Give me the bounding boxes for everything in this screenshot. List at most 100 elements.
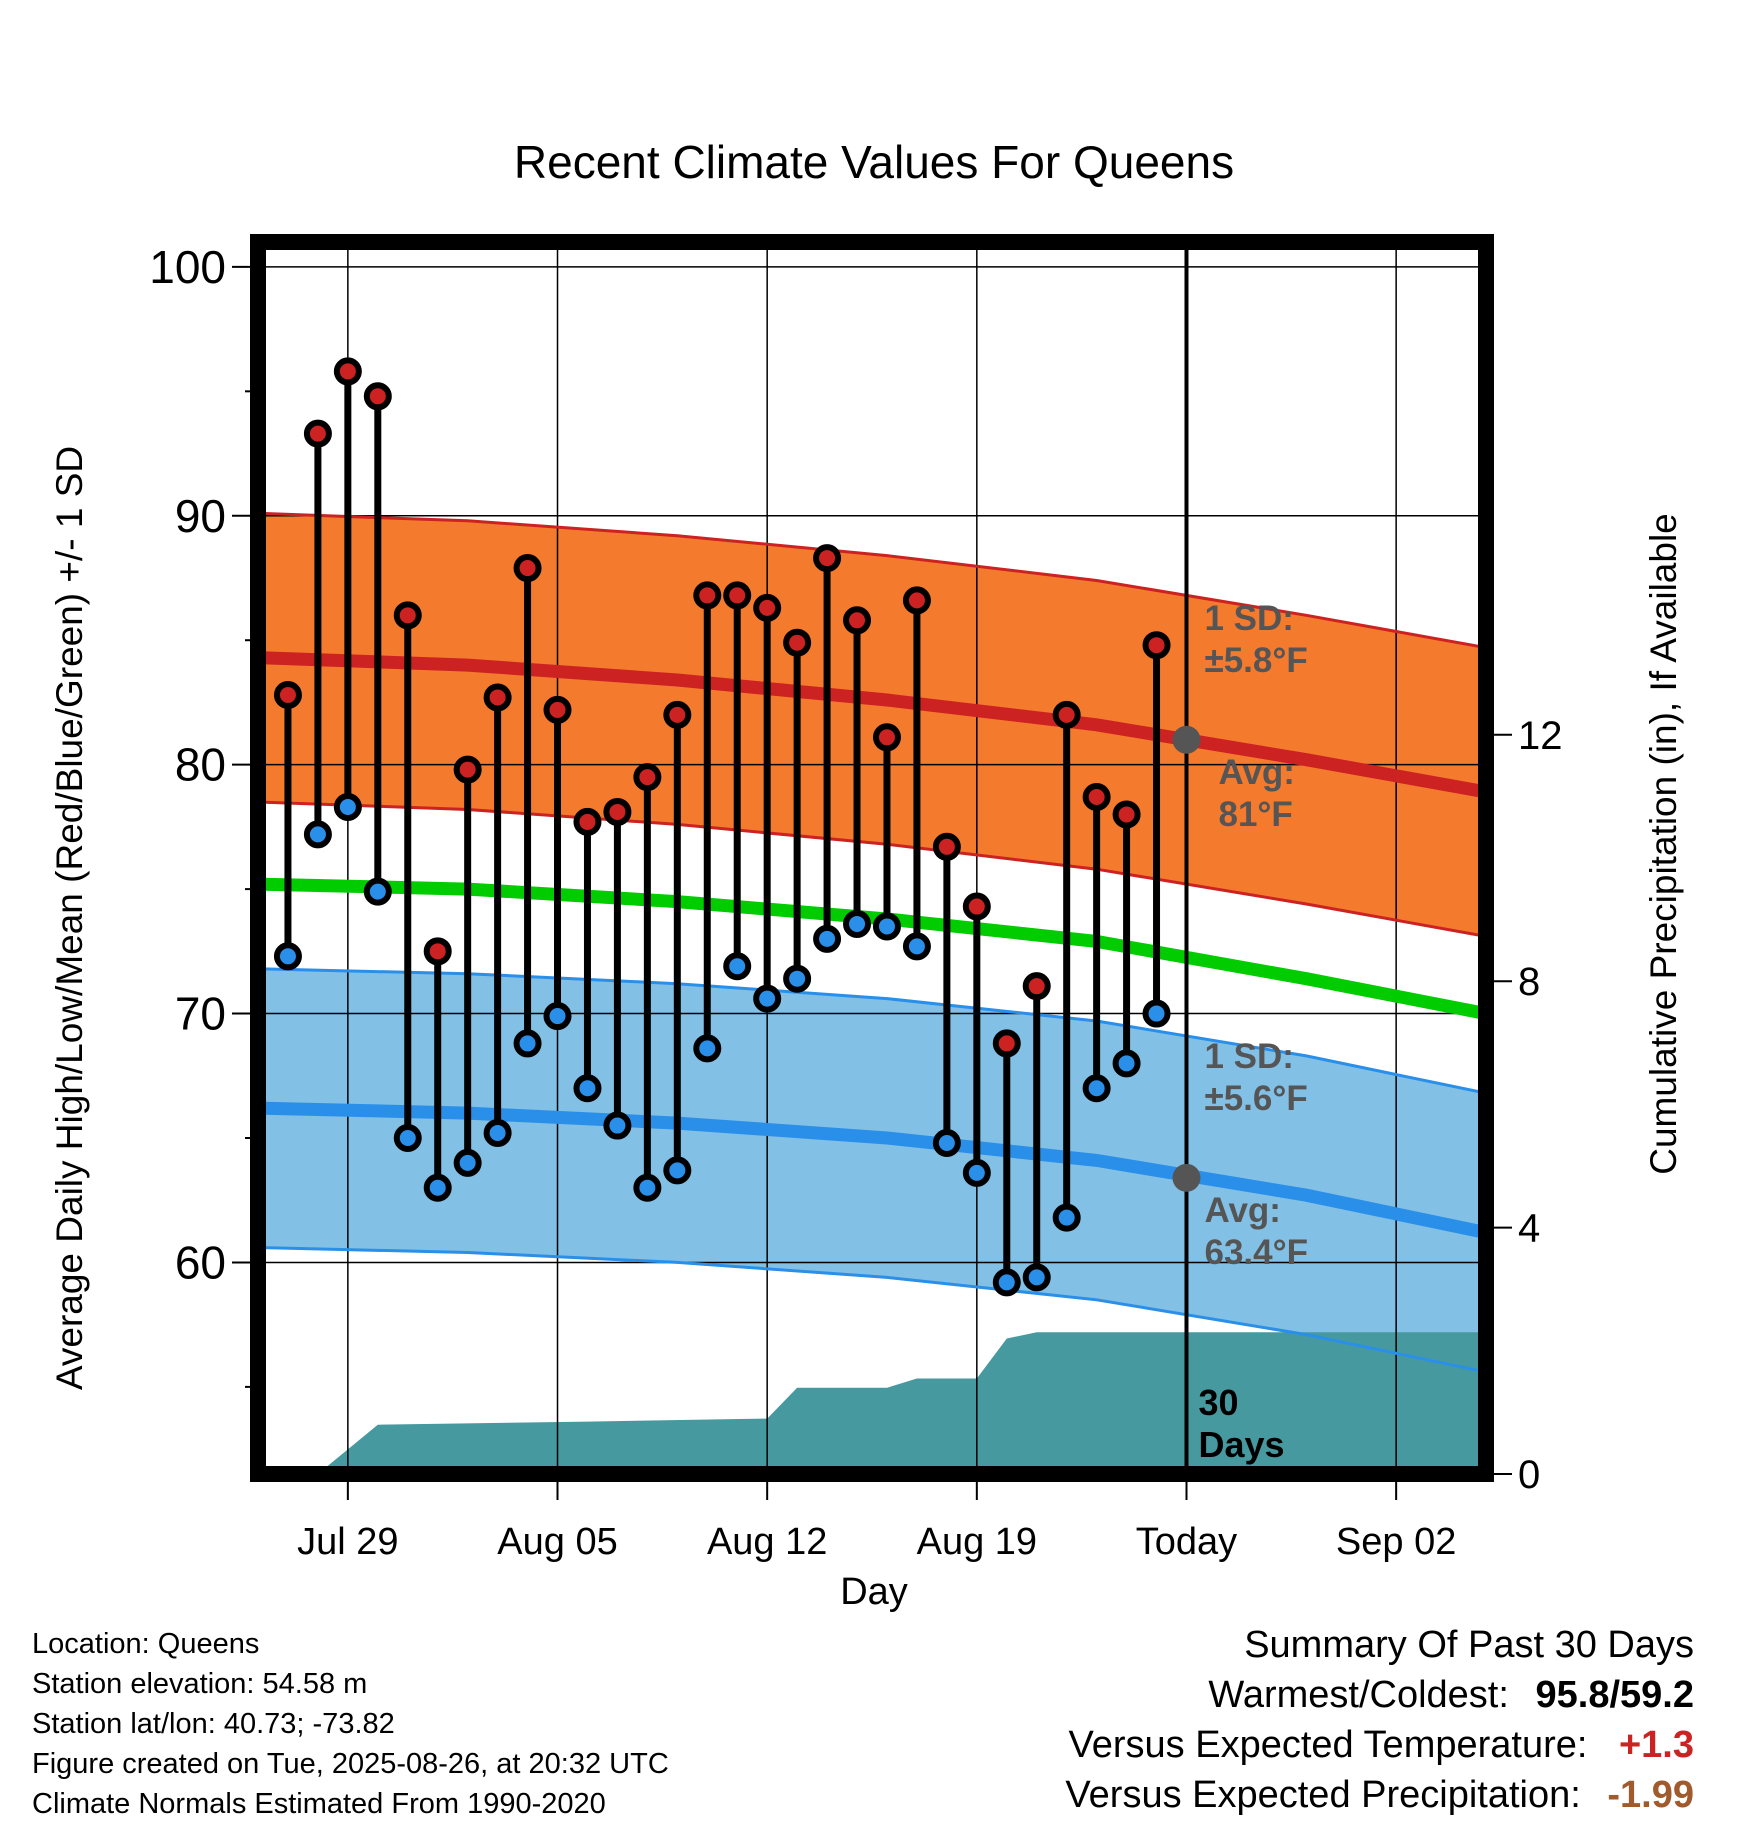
daily-low-point — [1052, 1203, 1081, 1232]
daily-low-point — [783, 964, 812, 993]
daily-high-point — [1142, 631, 1171, 660]
y2-axis-label: Cumulative Precipitation (in), If Availa… — [1643, 513, 1684, 1175]
y-axis-label: Average Daily High/Low/Mean (Red/Blue/Gr… — [49, 446, 90, 1390]
x-tick-label: Sep 02 — [1336, 1521, 1456, 1563]
daily-low-point — [573, 1074, 602, 1103]
latlon-text: Station lat/lon: 40.73; -73.82 — [32, 1708, 395, 1740]
daily-high-point — [393, 601, 422, 630]
daily-low-point — [723, 952, 752, 981]
daily-high-point — [693, 581, 722, 610]
plot-inner — [258, 242, 1486, 1474]
axes: 60 70 80 90 100 0 4 8 12 Jul 29 Aug 05 Aug 12 Aug 19… — [149, 234, 1563, 1563]
daily-high-point — [1112, 800, 1141, 829]
daily-high-point — [932, 832, 961, 861]
daily-high-point — [333, 357, 362, 386]
daily-high-point — [303, 419, 332, 448]
daily-low-point — [1142, 999, 1171, 1028]
daily-low-point — [393, 1124, 422, 1152]
location-text: Location: Queens — [32, 1628, 260, 1660]
daily-low-point — [813, 924, 842, 953]
low-avg-value: 63.4°F — [1204, 1233, 1308, 1272]
y2-tick-label: 8 — [1518, 960, 1540, 1004]
daily-low-point — [423, 1173, 452, 1202]
warm-cold-label: Warmest/Coldest: — [1208, 1674, 1509, 1716]
daily-low-point — [273, 942, 302, 971]
warm-cold-value: 95.8/59.2 — [1535, 1674, 1695, 1716]
daily-high-point — [783, 628, 812, 657]
daily-high-point — [513, 554, 542, 583]
y2-tick-label: 0 — [1518, 1453, 1540, 1497]
y-tick-label: 90 — [175, 490, 226, 542]
daily-high-point — [753, 593, 782, 622]
daily-low-point — [1022, 1263, 1051, 1292]
daily-low-point — [483, 1119, 512, 1148]
window-label-number: 30 — [1198, 1382, 1238, 1423]
x-tick-label: Today — [1136, 1521, 1237, 1563]
daily-high-point — [1082, 783, 1111, 812]
low-sd-band — [258, 968, 1486, 1372]
daily-low-point — [633, 1173, 662, 1202]
temp-anomaly-value: +1.3 — [1618, 1724, 1694, 1766]
summary-title: Summary Of Past 30 Days — [1244, 1624, 1694, 1666]
daily-low-point — [1112, 1049, 1141, 1078]
y2-tick-label: 4 — [1518, 1207, 1540, 1251]
daily-low-point — [303, 820, 332, 849]
daily-low-point — [843, 909, 872, 938]
precip-anomaly-label: Versus Expected Precipitation: — [1065, 1774, 1581, 1816]
daily-low-point — [603, 1111, 632, 1140]
daily-low-point — [693, 1034, 722, 1063]
window-label-days: Days — [1198, 1424, 1284, 1465]
daily-high-point — [663, 700, 692, 729]
daily-low-point — [992, 1268, 1021, 1297]
daily-high-point — [992, 1029, 1021, 1058]
plot-frame — [250, 234, 1494, 1482]
elevation-text: Station elevation: 54.58 m — [32, 1668, 368, 1700]
temp-anomaly-label: Versus Expected Temperature: — [1068, 1724, 1588, 1766]
high-avg-label: Avg: — [1218, 753, 1294, 792]
created-text: Figure created on Tue, 2025-08-26, at 20… — [32, 1748, 669, 1780]
x-tick-label: Aug 19 — [917, 1521, 1037, 1563]
y-tick-label: 80 — [175, 739, 226, 791]
daily-high-point — [723, 581, 752, 610]
precip-anomaly-value: -1.99 — [1607, 1774, 1694, 1816]
daily-high-point — [1022, 972, 1051, 1001]
daily-high-point — [273, 680, 302, 709]
daily-high-point — [1052, 700, 1081, 729]
daily-high-point — [363, 382, 392, 411]
daily-observations — [273, 357, 1171, 1297]
daily-high-point — [872, 723, 901, 752]
y2-tick-label: 12 — [1518, 714, 1563, 758]
x-tick-label: Jul 29 — [297, 1521, 398, 1563]
y-tick-label: 60 — [175, 1236, 226, 1288]
high-sd-value: ±5.8°F — [1204, 641, 1307, 680]
daily-high-point — [543, 695, 572, 724]
daily-high-point — [453, 755, 482, 784]
daily-low-point — [663, 1156, 692, 1185]
high-sd-upper-edge — [258, 511, 1486, 650]
summary-panel: Summary Of Past 30 Days Warmest/Coldest:… — [1065, 1620, 1694, 1820]
daily-low-point — [902, 932, 931, 961]
high-avg-today-marker — [1172, 725, 1201, 754]
axis-labels: Average Daily High/Low/Mean (Red/Blue/Gr… — [49, 446, 1684, 1613]
low-avg-today-marker — [1172, 1163, 1201, 1192]
chart-title: Recent Climate Values For Queens — [514, 136, 1234, 188]
daily-high-point — [962, 892, 991, 921]
high-sd-band — [258, 513, 1486, 937]
daily-low-point — [932, 1128, 961, 1157]
x-tick-label: Aug 12 — [707, 1521, 827, 1563]
x-axis-label: Day — [840, 1571, 908, 1613]
daily-high-point — [902, 586, 931, 615]
daily-high-point — [573, 807, 602, 836]
daily-high-point — [483, 683, 512, 712]
daily-high-point — [813, 544, 842, 573]
daily-low-point — [753, 984, 782, 1013]
low-sd-lower-edge — [258, 1246, 1486, 1374]
y-tick-label: 70 — [175, 988, 226, 1040]
low-avg-label: Avg: — [1204, 1191, 1280, 1230]
daily-low-point — [1082, 1074, 1111, 1103]
daily-high-point — [603, 797, 632, 826]
warmest-value: 95.8 — [1535, 1674, 1610, 1716]
daily-low-point — [513, 1029, 542, 1058]
